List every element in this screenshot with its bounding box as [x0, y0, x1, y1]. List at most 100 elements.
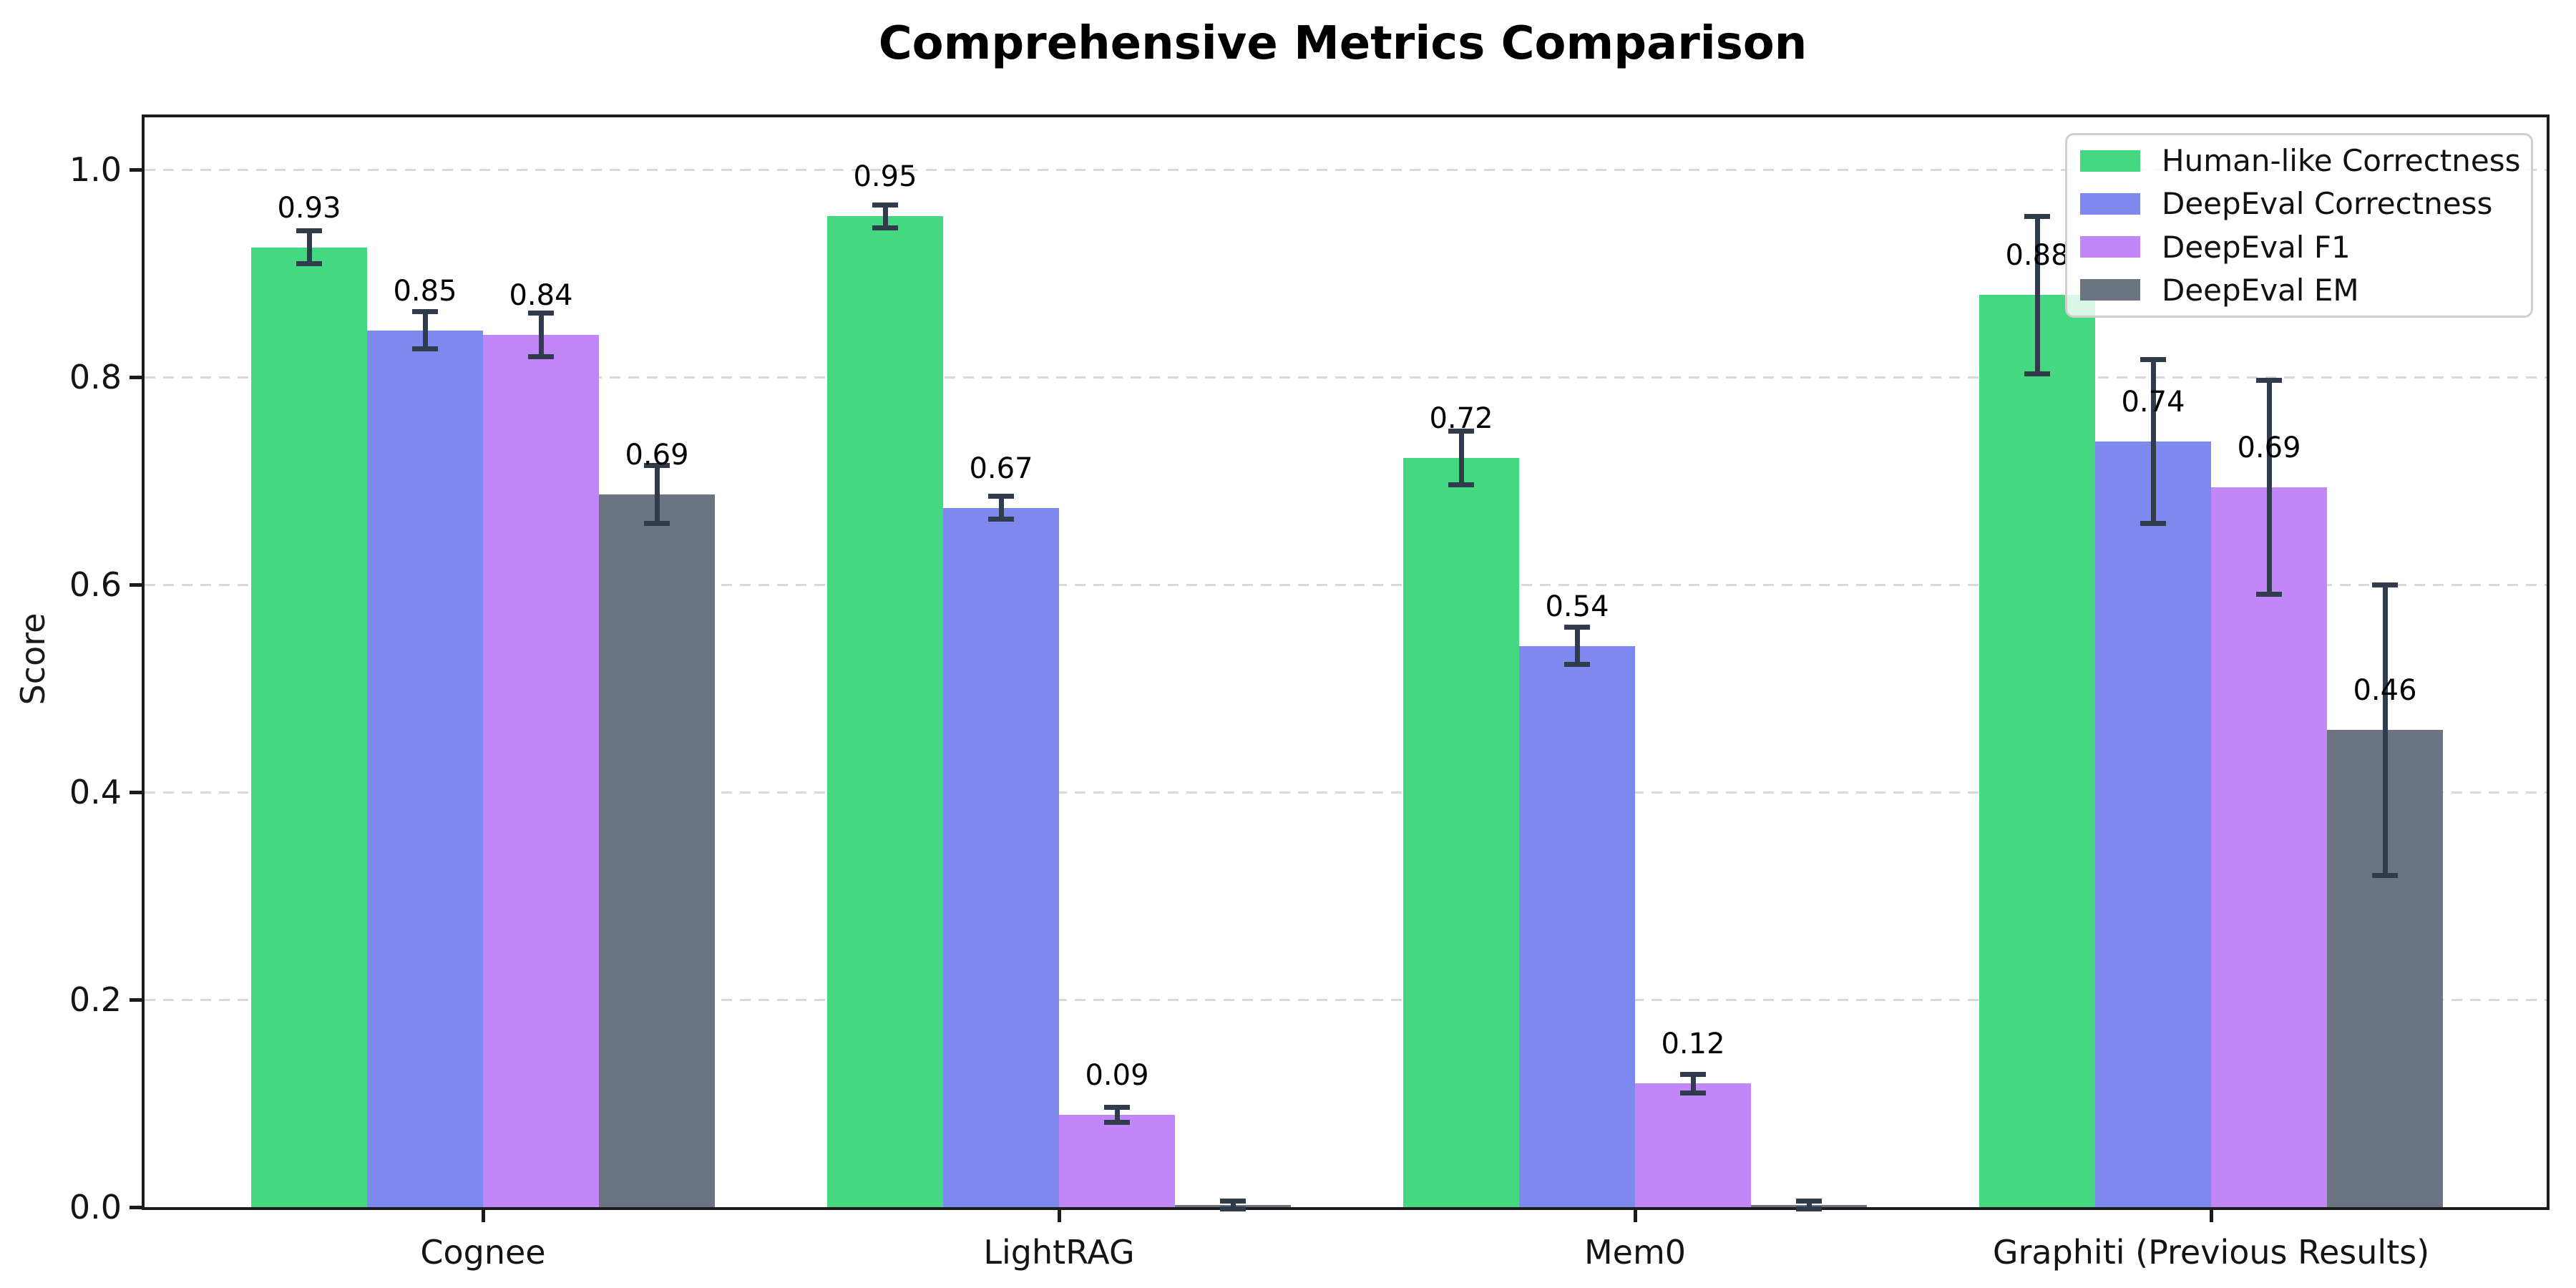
bar-lightrag-deepeval-correctness — [943, 507, 1059, 1207]
x-tick-1 — [1058, 1210, 1061, 1222]
x-tick-0 — [482, 1210, 485, 1222]
bar-value-label: 0.46 — [2353, 674, 2417, 707]
legend-label: DeepEval F1 — [2162, 229, 2351, 265]
error-bar-cap — [1680, 1071, 1706, 1077]
error-bar-lightrag-human-like-correctness — [882, 205, 888, 228]
bar-value-label: 0.69 — [625, 438, 689, 472]
legend: Human-like Correctness DeepEval Correctne… — [2065, 133, 2533, 318]
error-bar-cap — [1564, 662, 1590, 668]
y-tick-label: 0.6 — [69, 565, 122, 604]
legend-swatch — [2080, 236, 2140, 258]
bar-mem0-deepeval-correctness — [1519, 645, 1635, 1207]
bar-value-label: 0.12 — [1661, 1028, 1725, 1061]
bar-value-label: 0.88 — [2005, 239, 2069, 273]
y-tick-label: 1.0 — [69, 150, 122, 189]
x-tick-2 — [1634, 1210, 1637, 1222]
error-bar-graphiti-previous-results--human-like-correctness — [2034, 216, 2040, 374]
error-bar-cap — [2140, 356, 2166, 362]
gridline-0.4 — [145, 791, 2547, 794]
error-bar-cap — [644, 462, 670, 468]
error-bar-cognee-human-like-correctness — [306, 230, 312, 264]
error-bar-cap — [2024, 371, 2050, 377]
error-bar-cap — [1220, 1198, 1246, 1204]
gridline-0.2 — [145, 999, 2547, 1001]
error-bar-mem0-deepeval-correctness — [1574, 627, 1580, 665]
legend-item-human-like-correctness: Human-like Correctness — [2067, 143, 2531, 178]
bar-mem0-human-like-correctness — [1403, 458, 1519, 1207]
error-bar-cap — [1104, 1119, 1130, 1125]
bar-cognee-human-like-correctness — [251, 247, 367, 1207]
error-bar-mem0-deepeval-em — [1806, 1201, 1812, 1209]
error-bar-cap — [2256, 591, 2282, 597]
legend-swatch — [2080, 150, 2140, 172]
bar-lightrag-human-like-correctness — [827, 216, 943, 1207]
error-bar-cap — [296, 228, 322, 234]
bar-value-label: 0.93 — [277, 191, 341, 225]
y-axis-label: Score — [14, 613, 52, 706]
bar-graphiti-previous-results--human-like-correctness — [1979, 295, 2095, 1207]
error-bar-cognee-deepeval-correctness — [422, 311, 428, 349]
chart-title: Comprehensive Metrics Comparison — [878, 17, 1807, 70]
error-bar-cap — [1564, 624, 1590, 630]
error-bar-cognee-deepeval-em — [654, 465, 660, 524]
legend-label: DeepEval EM — [2162, 272, 2359, 308]
error-bar-cap — [528, 310, 554, 316]
bar-graphiti-previous-results--deepeval-f1 — [2211, 487, 2327, 1207]
bar-value-label: 0.72 — [1429, 402, 1493, 436]
legend-label: DeepEval Correctness — [2162, 186, 2493, 222]
x-tick-3 — [2210, 1210, 2213, 1222]
x-tick-label-graphiti-previous-results-: Graphiti (Previous Results) — [1992, 1233, 2430, 1272]
bar-value-label: 0.85 — [393, 274, 457, 308]
bar-cognee-deepeval-correctness — [367, 330, 483, 1207]
error-bar-mem0-human-like-correctness — [1458, 431, 1464, 485]
gridline-1.0 — [145, 169, 2547, 171]
error-bar-mem0-deepeval-f1 — [1690, 1074, 1696, 1093]
y-tick-label: 0.2 — [69, 980, 122, 1019]
legend-item-deepeval-correctness: DeepEval Correctness — [2067, 186, 2531, 221]
error-bar-cap — [644, 520, 670, 526]
gridline-0.8 — [145, 376, 2547, 379]
y-tick-0.0 — [130, 1206, 142, 1209]
error-bar-cap — [1680, 1091, 1706, 1096]
y-tick-label: 0.0 — [69, 1188, 122, 1226]
y-tick-0.6 — [130, 583, 142, 587]
error-bar-cap — [1220, 1206, 1246, 1212]
legend-item-deepeval-em: DeepEval EM — [2067, 273, 2531, 308]
error-bar-cap — [1448, 428, 1474, 434]
error-bar-graphiti-previous-results--deepeval-f1 — [2266, 380, 2272, 595]
error-bar-cap — [988, 517, 1014, 522]
error-bar-cap — [2024, 213, 2050, 219]
error-bar-cap — [872, 225, 898, 230]
error-bar-cap — [2256, 377, 2282, 383]
error-bar-graphiti-previous-results--deepeval-correctness — [2150, 359, 2156, 524]
bar-cognee-deepeval-em — [599, 494, 715, 1207]
bar-graphiti-previous-results--deepeval-correctness — [2095, 441, 2211, 1207]
bar-value-label: 0.74 — [2121, 385, 2185, 419]
bar-value-label: 0.54 — [1545, 590, 1609, 623]
legend-item-deepeval-f1: DeepEval F1 — [2067, 230, 2531, 265]
x-tick-label-lightrag: LightRAG — [983, 1233, 1135, 1272]
bar-lightrag-deepeval-f1 — [1059, 1114, 1175, 1207]
error-bar-cap — [412, 346, 438, 352]
error-bar-cap — [872, 202, 898, 208]
bar-cognee-deepeval-f1 — [483, 334, 599, 1207]
error-bar-cap — [1796, 1206, 1822, 1212]
error-bar-graphiti-previous-results--deepeval-em — [2382, 585, 2388, 875]
error-bar-cap — [296, 261, 322, 267]
bar-value-label: 0.95 — [853, 160, 917, 194]
bar-value-label: 0.69 — [2237, 431, 2301, 464]
error-bar-lightrag-deepeval-correctness — [998, 496, 1004, 519]
y-tick-0.2 — [130, 998, 142, 1002]
error-bar-cap — [2372, 872, 2398, 878]
error-bar-cap — [1104, 1105, 1130, 1111]
legend-swatch — [2080, 192, 2140, 215]
error-bar-cap — [528, 353, 554, 359]
error-bar-lightrag-deepeval-em — [1230, 1201, 1236, 1209]
bar-mem0-deepeval-f1 — [1635, 1083, 1751, 1207]
legend-label: Human-like Correctness — [2162, 143, 2521, 179]
error-bar-lightrag-deepeval-f1 — [1114, 1107, 1120, 1123]
bar-value-label: 0.67 — [969, 452, 1033, 485]
legend-swatch — [2080, 279, 2140, 301]
y-tick-label: 0.4 — [69, 773, 122, 811]
